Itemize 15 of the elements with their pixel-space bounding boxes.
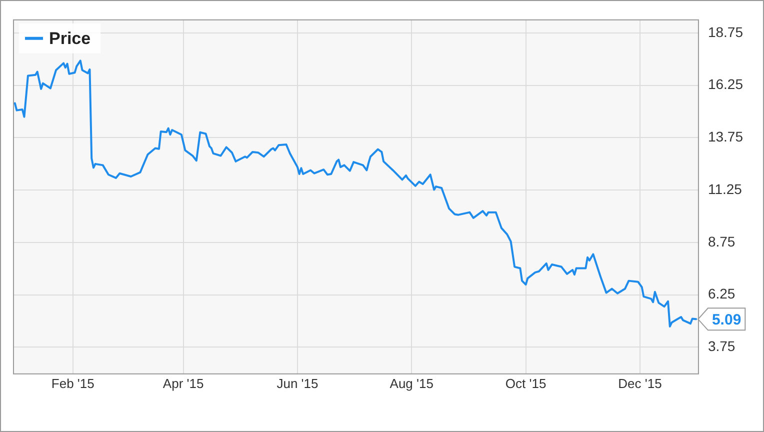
x-tick-label: Jun '15 bbox=[276, 376, 318, 391]
y-tick-label: 18.75 bbox=[708, 24, 744, 40]
y-tick-label: 16.25 bbox=[708, 76, 744, 92]
y-tick-label: 8.75 bbox=[708, 233, 736, 250]
y-tick-label: 6.25 bbox=[708, 286, 736, 302]
x-tick-label: Apr '15 bbox=[162, 376, 204, 391]
y-tick-label: 13.75 bbox=[708, 128, 744, 145]
x-tick-label: Aug '15 bbox=[390, 376, 434, 391]
x-tick-label: Dec '15 bbox=[618, 376, 662, 391]
annotation: 5.09 bbox=[712, 311, 742, 328]
y-tick-label: 11.25 bbox=[708, 180, 742, 197]
x-tick-label: Feb '15 bbox=[51, 376, 94, 391]
y-tick-label: 3.75 bbox=[708, 338, 736, 354]
legend-label: Price bbox=[49, 29, 91, 48]
x-tick-label: Oct '15 bbox=[505, 376, 546, 391]
